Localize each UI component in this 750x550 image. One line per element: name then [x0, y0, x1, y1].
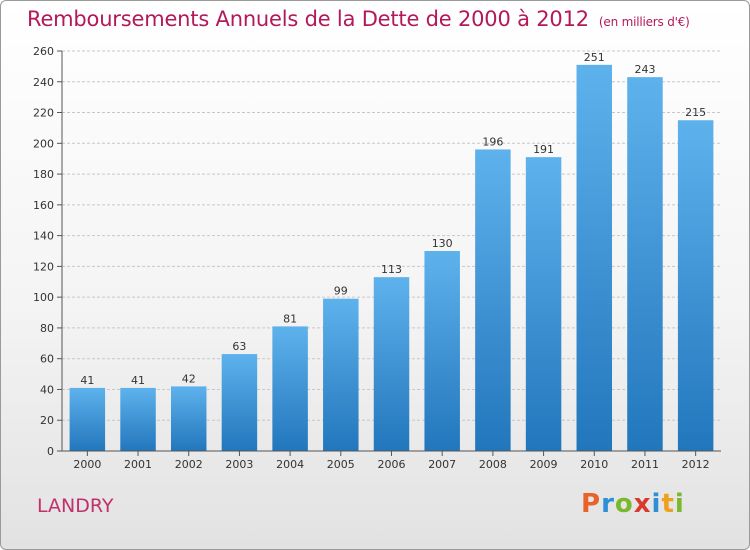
y-tick-label: 80 — [40, 322, 54, 335]
logo-letter: o — [614, 489, 634, 519]
logo-letter: P — [581, 489, 602, 519]
logo-letter: r — [601, 489, 615, 519]
y-tick-label: 60 — [40, 353, 54, 366]
bar — [323, 298, 359, 451]
bar-value-label: 191 — [533, 143, 554, 156]
bar-value-label: 243 — [634, 63, 655, 76]
x-tick-label: 2007 — [428, 458, 456, 471]
bar-value-label: 81 — [283, 312, 297, 325]
bar-value-label: 63 — [232, 340, 246, 353]
bar — [373, 277, 410, 451]
bar — [120, 387, 156, 451]
bar-value-label: 42 — [182, 372, 196, 385]
bar-value-label: 113 — [381, 263, 402, 276]
bar — [170, 386, 207, 451]
y-tick-label: 20 — [40, 414, 54, 427]
bar-value-label: 196 — [482, 135, 503, 148]
x-tick-label: 2000 — [73, 458, 101, 471]
bar-value-label: 215 — [685, 106, 706, 119]
bar — [525, 157, 562, 451]
x-tick-label: 2005 — [327, 458, 355, 471]
x-tick-label: 2008 — [479, 458, 507, 471]
bar-value-label: 251 — [584, 51, 605, 64]
x-tick-label: 2002 — [175, 458, 203, 471]
y-tick-label: 160 — [33, 199, 54, 212]
chart-unit: (en milliers d'€) — [598, 15, 690, 29]
bar-value-label: 130 — [432, 237, 453, 250]
logo-letter: i — [651, 489, 662, 519]
axes: 0 20 40 60 80 100 120 140 160 180 200 220 240 260 2000… — [33, 45, 721, 471]
bar-value-label: 99 — [334, 285, 348, 298]
place-name: LANDRY — [37, 495, 114, 517]
bar — [677, 120, 714, 451]
bar — [272, 326, 308, 451]
x-tick-label: 2010 — [580, 458, 608, 471]
proxiti-logo: Proxiti — [581, 489, 685, 519]
logo-letter: t — [661, 489, 675, 519]
bar-value-label: 41 — [131, 374, 145, 387]
x-tick-label: 2006 — [378, 458, 406, 471]
logo-letter: i — [674, 489, 685, 519]
x-tick-label: 2001 — [124, 458, 152, 471]
bar — [576, 64, 613, 451]
bars: 41 41 42 63 81 99 113 130 196 191 251 243 215 — [69, 51, 714, 452]
y-tick-label: 200 — [33, 137, 54, 150]
y-tick-label: 220 — [33, 107, 54, 120]
chart-title-text: Remboursements Annuels de la Dette de 20… — [27, 7, 589, 31]
y-tick-label: 180 — [33, 168, 54, 181]
x-tick-label: 2009 — [530, 458, 558, 471]
y-tick-label: 120 — [33, 260, 54, 273]
bar — [475, 149, 511, 451]
y-tick-label: 0 — [47, 445, 54, 458]
logo-letter: x — [633, 489, 652, 519]
x-tick-label: 2004 — [276, 458, 304, 471]
x-tick-label: 2011 — [631, 458, 659, 471]
y-tick-label: 140 — [33, 230, 54, 243]
y-tick-label: 40 — [40, 383, 54, 396]
bar — [221, 354, 258, 451]
x-tick-label: 2012 — [682, 458, 710, 471]
bar-value-label: 41 — [80, 374, 94, 387]
bar — [627, 77, 663, 452]
chart-title: Remboursements Annuels de la Dette de 20… — [27, 7, 690, 31]
y-tick-label: 100 — [33, 291, 54, 304]
y-tick-label: 240 — [33, 76, 54, 89]
bar — [69, 387, 106, 451]
y-tick-label: 260 — [33, 45, 54, 58]
bar — [424, 251, 460, 451]
x-tick-label: 2003 — [225, 458, 253, 471]
